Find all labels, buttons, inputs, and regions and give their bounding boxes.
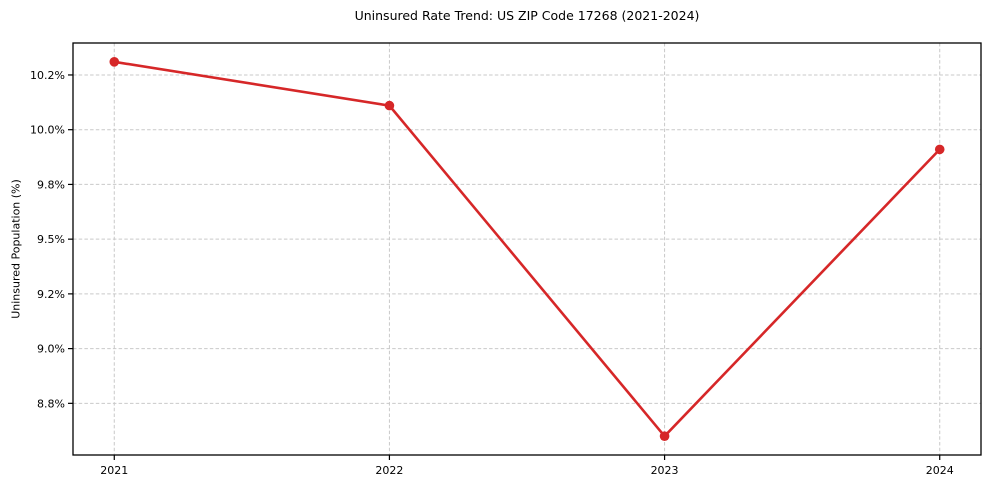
x-tick-label: 2021 <box>100 464 128 477</box>
x-tick-label: 2022 <box>375 464 403 477</box>
x-tick-label: 2023 <box>651 464 679 477</box>
data-point-2021 <box>109 57 120 67</box>
y-tick-label: 9.0% <box>37 343 65 356</box>
x-tick-label: 2024 <box>926 464 954 477</box>
chart-title: Uninsured Rate Trend: US ZIP Code 17268 … <box>354 8 700 23</box>
data-point-2022 <box>384 100 395 111</box>
y-tick-label: 9.8% <box>37 178 65 191</box>
data-point-2024 <box>934 144 945 155</box>
y-tick-label: 9.5% <box>37 233 65 246</box>
data-point-2023 <box>659 431 670 441</box>
trend-line <box>112 60 942 438</box>
y-tick-label: 8.8% <box>37 397 65 410</box>
y-tick-label: 10.0% <box>30 124 65 137</box>
axes-frame <box>72 42 982 456</box>
y-tick-label: 9.2% <box>37 288 65 301</box>
y-tick-label: 10.2% <box>30 69 65 82</box>
